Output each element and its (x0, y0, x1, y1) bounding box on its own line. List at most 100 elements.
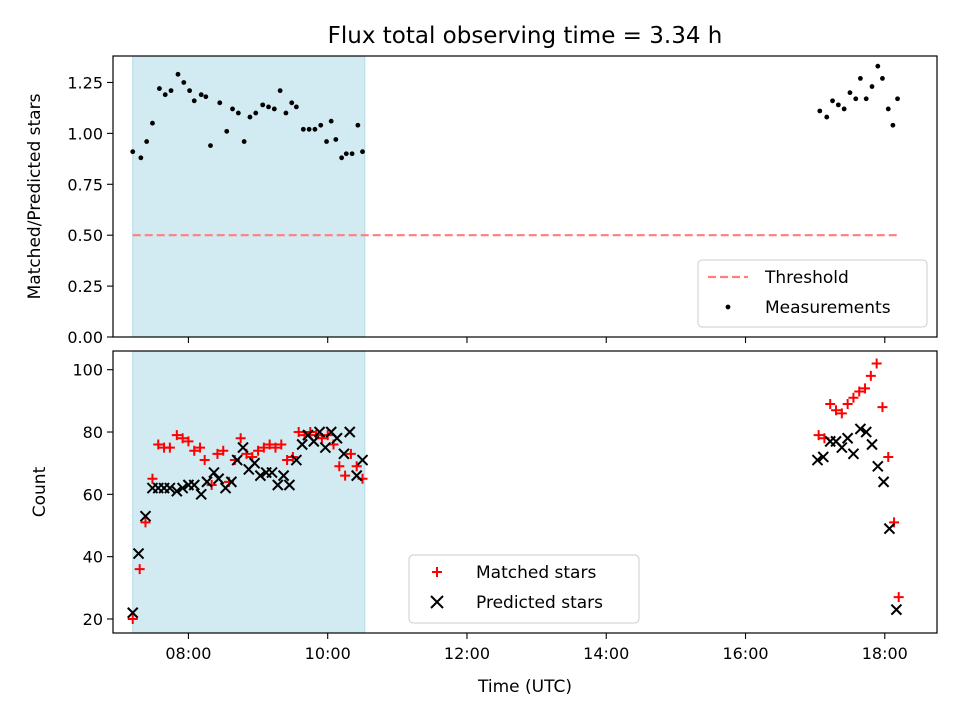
matched-star-point (854, 386, 865, 397)
axes-frame (112, 350, 938, 634)
matched-star-point (860, 383, 871, 394)
measurement-point (885, 106, 891, 112)
predicted-star-point (277, 469, 290, 482)
predicted-star-point (208, 466, 220, 479)
measurement-point (343, 151, 349, 157)
matched-star-point (334, 461, 345, 472)
measurement-point (318, 122, 324, 128)
y-tick-label: 0.75 (67, 175, 103, 194)
measurement-point (162, 92, 168, 98)
measurement-point (175, 71, 181, 77)
legend-matched-swatch (432, 567, 442, 577)
measurement-point (841, 106, 847, 112)
matched-star-point (140, 517, 151, 528)
measurement-point (824, 114, 830, 120)
predicted-star-point (139, 510, 152, 522)
measurement-point (890, 122, 896, 128)
measurement-point (895, 96, 900, 102)
x-tick-label: 14:00 (583, 644, 629, 663)
predicted-star-point (188, 479, 200, 491)
matched-star-point (889, 517, 900, 528)
matched-star-point (270, 442, 281, 453)
matched-star-point (147, 473, 158, 484)
matched-star-point (253, 445, 264, 456)
measurement-point (224, 128, 230, 134)
x-axis-label: Time (UTC) (477, 677, 572, 697)
matched-star-point (345, 448, 356, 459)
matched-star-point (351, 461, 362, 472)
measurement-point (293, 104, 299, 110)
measurement-point (138, 155, 144, 161)
matched-star-point (893, 592, 904, 603)
measurement-point (247, 114, 253, 120)
measurement-point (168, 88, 174, 94)
measurement-point (230, 106, 235, 112)
measurement-point (203, 94, 209, 100)
y-tick-label: 0.50 (67, 226, 103, 245)
measurement-point (130, 149, 136, 155)
matched-star-point (848, 392, 859, 403)
x-tick-label: 10:00 (305, 644, 351, 663)
measurement-point (333, 137, 339, 142)
top-plot: 0.00 0.25 0.50 0.75 1.00 1.25 Matched/Predicte… (25, 55, 938, 347)
matched-star-point (825, 398, 836, 409)
matched-star-point (212, 448, 223, 459)
measurement-point (306, 126, 312, 132)
measurement-point (157, 86, 162, 91)
measurement-point (835, 102, 841, 108)
predicted-star-point (164, 482, 176, 494)
legend-frame (408, 554, 640, 624)
predicted-star-point (248, 457, 261, 469)
predicted-star-point (171, 485, 183, 497)
legend-label: Threshold (764, 268, 849, 288)
predicted-star-point (283, 479, 296, 491)
measurement-point (198, 92, 204, 98)
matched-star-point (282, 455, 293, 466)
legend: Threshold Measurements (697, 259, 928, 328)
measurement-point (300, 126, 306, 132)
measurement-point (863, 96, 869, 102)
measurement-point (830, 98, 835, 104)
measurement-point (858, 75, 863, 81)
matched-star-point (293, 427, 304, 438)
measurement-point (853, 96, 859, 102)
matched-star-point (199, 455, 210, 466)
predicted-star-point (338, 448, 350, 460)
matched-star-point (177, 433, 188, 444)
y-tick-label: 1.00 (67, 124, 103, 143)
predicted-star-point (331, 432, 343, 444)
measurement-point (339, 155, 345, 161)
matched-star-point (836, 408, 847, 419)
measurement-point (208, 143, 213, 148)
measurement-point (150, 120, 155, 126)
predicted-star-point (351, 469, 363, 482)
y-axis-label: Matched/Predicted stars (25, 93, 45, 299)
y-tick-label: 20 (83, 610, 103, 629)
y-tick-label: 80 (83, 423, 103, 442)
measurement-point (869, 84, 875, 89)
predicted-star-point (841, 432, 854, 444)
measurement-point (847, 90, 853, 96)
matched-star-point (813, 430, 824, 441)
x-tick-label: 18:00 (862, 644, 908, 663)
observing-span-shade (132, 55, 366, 338)
legend-measurement-swatch (725, 304, 731, 310)
matched-star-point (127, 613, 138, 624)
matched-star-point (206, 479, 217, 490)
measurement-point (289, 100, 295, 106)
measurement-point (283, 110, 289, 116)
predicted-star-point (176, 482, 189, 494)
y-tick-label: 60 (83, 485, 103, 504)
matched-star-point (153, 439, 164, 450)
predicted-star-point (817, 451, 829, 463)
predicted-star-point (201, 476, 213, 488)
y-tick-label: 100 (72, 361, 103, 380)
measurement-point (312, 126, 318, 132)
observing-span-shade (132, 350, 366, 634)
matched-star-point (171, 430, 182, 441)
matched-star-point (218, 445, 229, 456)
measurement-point (355, 122, 361, 128)
matched-star-point (235, 433, 246, 444)
matched-star-point (865, 370, 876, 381)
